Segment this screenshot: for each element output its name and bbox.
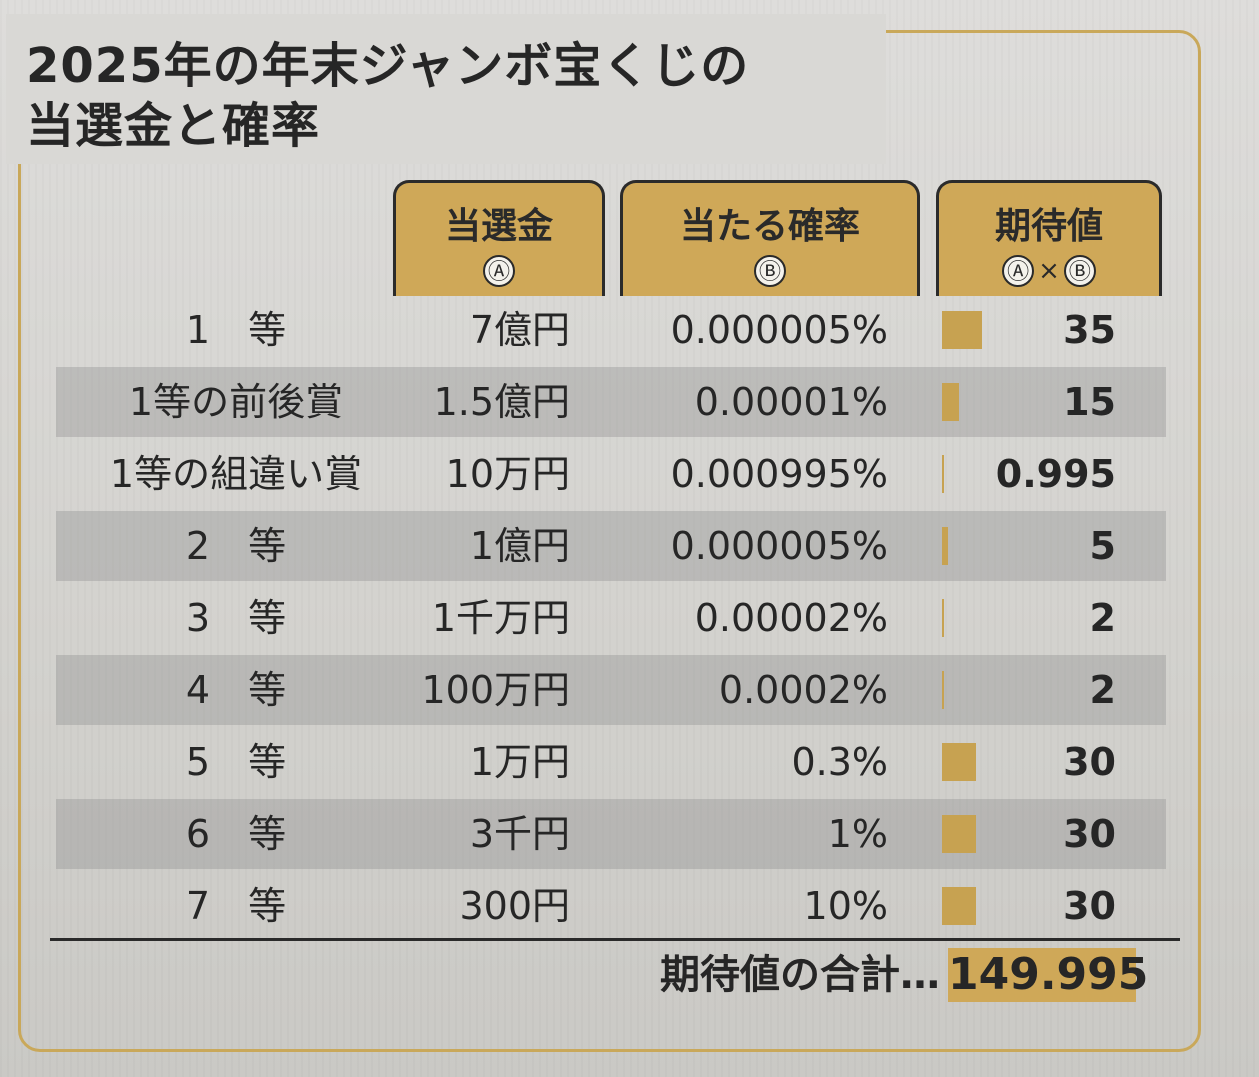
row-probability: 0.3% [791,740,888,784]
circled-b-icon: Ⓑ [1063,255,1096,287]
row-prize: 10万円 [445,452,570,496]
table-row: 6 等 3千円 1% 30 [56,799,1166,869]
header-prize: 当選金 Ⓐ [393,180,605,296]
expected-value-bar [942,887,976,925]
row-probability: 0.000995% [670,452,888,496]
row-expected-value: 2 [1089,668,1116,712]
chart-title-line-1: 2025年の年末ジャンボ宝くじの [26,38,750,94]
times-sign: × [1038,256,1060,286]
expected-value-bar [942,527,948,565]
header-probability: 当たる確率 Ⓑ [620,180,920,296]
expected-value-bar [942,743,976,781]
row-probability: 0.00002% [694,596,888,640]
row-name: 1等の前後賞 [128,380,344,424]
row-prize: 100万円 [421,668,570,712]
row-expected-value: 15 [1063,380,1116,424]
expected-value-bar [942,311,982,349]
row-probability: 0.000005% [670,524,888,568]
title-background [6,14,886,164]
circled-a-icon: Ⓐ [1002,255,1035,287]
row-prize: 7億円 [469,308,570,352]
row-expected-value: 30 [1063,812,1116,856]
row-name: 6 等 [185,812,287,856]
table-row: 1 等 7億円 0.000005% 35 [56,295,1166,365]
table-row: 5 等 1万円 0.3% 30 [56,727,1166,797]
total-value: 149.995 [948,949,1149,1000]
row-name: 1 等 [185,308,287,352]
chart-title-line-2: 当選金と確率 [26,98,321,154]
total-label: 期待値の合計… [660,952,940,998]
row-expected-value: 30 [1063,740,1116,784]
row-prize: 1千万円 [431,596,570,640]
header-expected: 期待値 Ⓐ × Ⓑ [936,180,1162,296]
row-prize: 300円 [459,884,570,928]
table-row: 3 等 1千万円 0.00002% 2 [56,583,1166,653]
row-expected-value: 5 [1089,524,1116,568]
row-name: 5 等 [185,740,287,784]
expected-value-bar [942,455,944,493]
row-expected-value: 30 [1063,884,1116,928]
header-prize-label: 当選金 [444,206,553,247]
expected-value-bar [942,815,976,853]
row-probability: 0.000005% [670,308,888,352]
row-probability: 1% [827,812,888,856]
header-expected-label: 期待値 [994,206,1103,247]
row-prize: 1万円 [469,740,570,784]
total-divider [50,938,1180,941]
table-row: 2 等 1億円 0.000005% 5 [56,511,1166,581]
row-name: 1等の組違い賞 [109,452,363,496]
expected-value-bar [942,671,944,709]
expected-value-bar [942,383,959,421]
row-probability: 0.00001% [694,380,888,424]
table-row: 1等の前後賞 1.5億円 0.00001% 15 [56,367,1166,437]
row-name: 2 等 [185,524,287,568]
row-name: 7 等 [185,884,287,928]
table-row: 7 等 300円 10% 30 [56,871,1166,941]
expected-value-bar [942,599,944,637]
row-prize: 3千円 [469,812,570,856]
row-name: 3 等 [185,596,287,640]
row-expected-value: 35 [1063,308,1116,352]
row-prize: 1億円 [469,524,570,568]
row-expected-value: 0.995 [995,452,1116,496]
table-row: 1等の組違い賞 10万円 0.000995% 0.995 [56,439,1166,509]
row-name: 4 等 [185,668,287,712]
header-probability-label: 当たる確率 [679,206,860,247]
row-expected-value: 2 [1089,596,1116,640]
row-probability: 10% [803,884,888,928]
row-probability: 0.0002% [718,668,888,712]
circled-a-icon: Ⓐ [483,255,515,287]
chart-title: 2025年の年末ジャンボ宝くじの 当選金と確率 [26,36,886,156]
row-prize: 1.5億円 [433,380,570,424]
total-highlight [948,948,1136,1002]
table-row: 4 等 100万円 0.0002% 2 [56,655,1166,725]
circled-b-icon: Ⓑ [754,255,786,287]
